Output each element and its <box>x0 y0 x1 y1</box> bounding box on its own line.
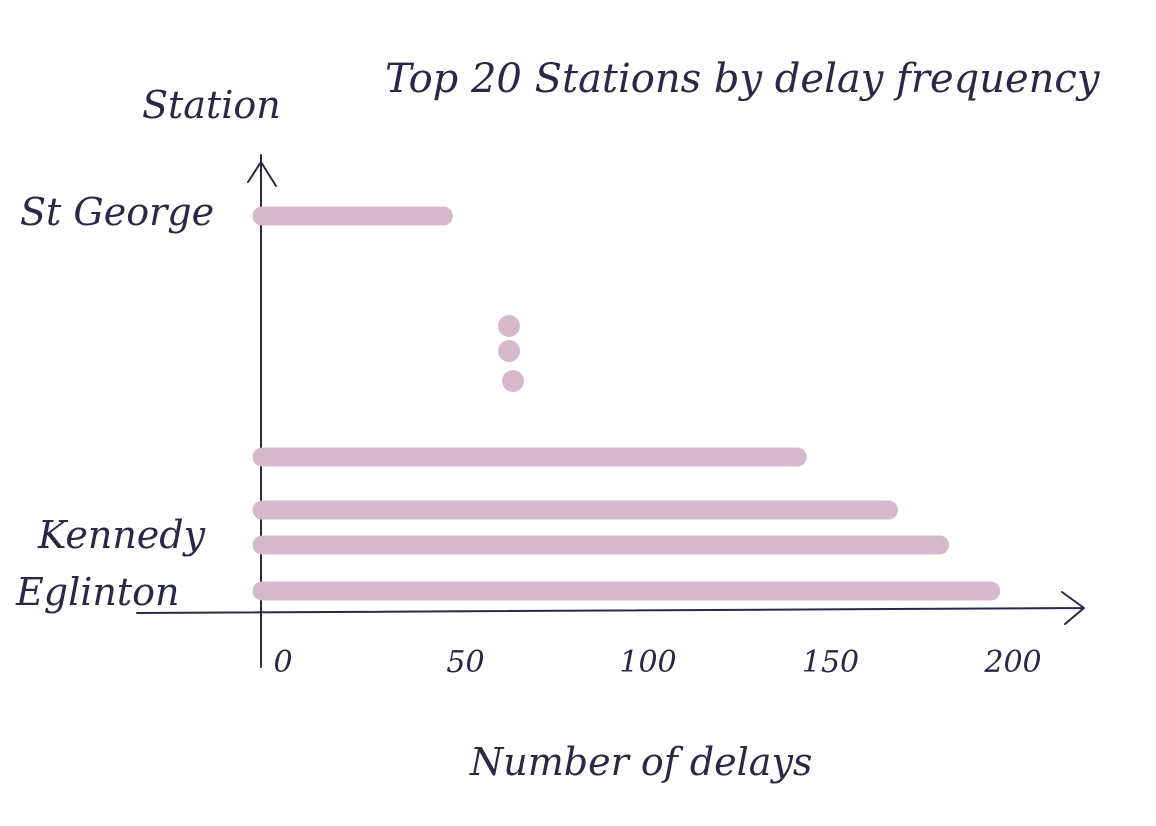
x-tick-label: 0 <box>273 645 292 680</box>
x-axis-label: Number of delays <box>469 740 812 784</box>
y-axis-label: Station <box>142 83 281 127</box>
x-axis <box>136 591 1085 625</box>
x-tick-label: 200 <box>983 645 1041 680</box>
bars-group <box>252 206 1001 601</box>
ellipsis-dot <box>502 370 524 392</box>
x-tick-label: 100 <box>619 645 676 680</box>
ellipsis-dot <box>498 315 520 337</box>
x-tick-labels: 0 50 100 150 200 <box>273 645 1041 680</box>
y-category-label: Kennedy <box>37 513 206 557</box>
x-tick-label: 50 <box>446 645 484 680</box>
chart-title: Top 20 Stations by delay frequency <box>385 56 1101 102</box>
x-tick-label: 150 <box>802 645 859 680</box>
ellipsis-dot <box>498 340 520 362</box>
y-category-label: St George <box>20 190 214 234</box>
y-category-label: Eglinton <box>15 570 179 614</box>
omitted-stations-ellipsis <box>498 315 524 392</box>
y-category-labels: St George Kennedy Eglinton <box>15 190 214 614</box>
